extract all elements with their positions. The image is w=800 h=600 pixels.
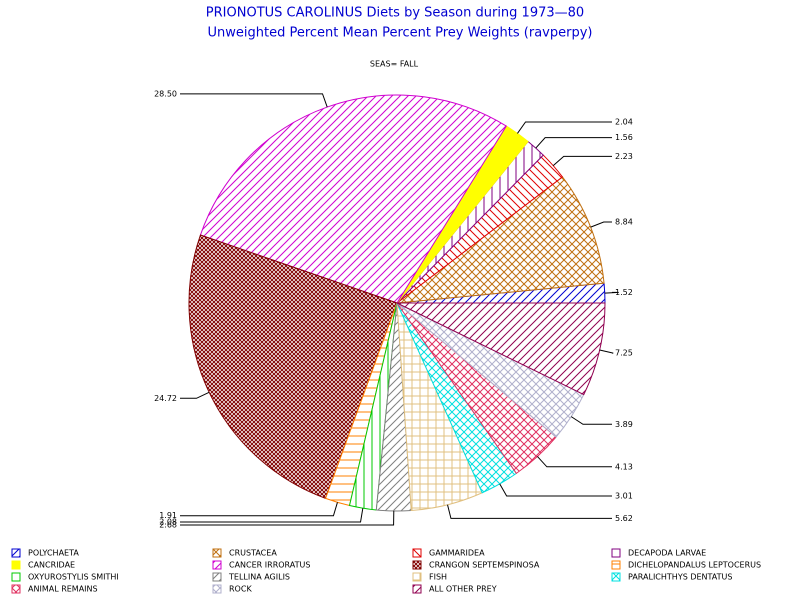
leader-line bbox=[180, 502, 338, 517]
leader-line bbox=[604, 291, 619, 294]
data-label: 7.25 bbox=[615, 349, 633, 358]
data-label: 2.68 bbox=[159, 520, 177, 529]
data-label: 5.62 bbox=[615, 514, 633, 523]
leader-line bbox=[570, 416, 612, 425]
leader-line bbox=[537, 456, 612, 468]
legend-swatch bbox=[11, 548, 21, 558]
legend-label: ROCK bbox=[229, 585, 252, 594]
leader-line bbox=[552, 155, 612, 167]
legend-label: FISH bbox=[429, 573, 447, 582]
legend-label: ALL OTHER PREY bbox=[429, 585, 497, 594]
legend-swatch bbox=[212, 560, 222, 570]
leader-line bbox=[180, 93, 328, 108]
data-label: 3.89 bbox=[615, 420, 633, 429]
leader-line bbox=[590, 221, 612, 228]
data-label: 2.08 bbox=[159, 517, 177, 526]
legend-swatch bbox=[11, 560, 21, 570]
legend-label: OXYUROSTYLIS SMITHI bbox=[28, 573, 119, 582]
legend-label: CRUSTACEA bbox=[229, 549, 277, 558]
data-label: 1.56 bbox=[615, 133, 633, 142]
data-label: 1.91 bbox=[159, 511, 177, 520]
leader-line bbox=[499, 483, 612, 497]
legend-label: DICHELOPANDALUS LEPTOCERUS bbox=[628, 561, 761, 570]
legend-swatch bbox=[412, 548, 422, 558]
legend-swatch bbox=[11, 584, 21, 594]
group-label: SEAS= FALL bbox=[370, 60, 419, 69]
legend-swatch bbox=[611, 548, 621, 558]
legend-label: TELLINA AGILIS bbox=[228, 573, 290, 582]
data-label: 8.84 bbox=[615, 218, 633, 227]
legend-label: GAMMARIDEA bbox=[429, 549, 485, 558]
data-label: 28.50 bbox=[154, 89, 177, 98]
leader-line bbox=[599, 349, 614, 354]
data-label: 2.04 bbox=[615, 117, 633, 126]
leader-line bbox=[180, 391, 210, 399]
legend-label: POLYCHAETA bbox=[28, 549, 79, 558]
pie-slice bbox=[396, 302, 606, 396]
data-label: 3.01 bbox=[615, 492, 633, 501]
data-label: 4.13 bbox=[615, 462, 633, 471]
pie-slice bbox=[188, 234, 398, 500]
legend-label: CANCER IRRORATUS bbox=[229, 561, 310, 570]
legend-swatch bbox=[212, 548, 222, 558]
leader-line bbox=[535, 137, 612, 149]
legend-swatch bbox=[212, 572, 222, 582]
legend-label: ANIMAL REMAINS bbox=[28, 585, 98, 594]
legend-swatch bbox=[611, 560, 621, 570]
legend-swatch bbox=[412, 584, 422, 594]
leader-line bbox=[517, 121, 612, 134]
data-label: 2.23 bbox=[615, 152, 633, 161]
leader-line bbox=[447, 504, 612, 519]
pie-slice bbox=[199, 94, 508, 304]
legend-label: PARALICHTHYS DENTATUS bbox=[628, 573, 732, 582]
chart-subtitle: Unweighted Percent Mean Percent Prey Wei… bbox=[208, 26, 593, 41]
legend-swatch bbox=[412, 572, 422, 582]
legend-swatch bbox=[611, 572, 621, 582]
legend-swatch bbox=[212, 584, 222, 594]
leader-line bbox=[180, 508, 364, 523]
legend-label: DECAPODA LARVAE bbox=[628, 549, 706, 558]
legend-swatch bbox=[11, 572, 21, 582]
legend-label: CANCRIDAE bbox=[28, 561, 75, 570]
data-label: 1.52 bbox=[615, 288, 633, 297]
legend-swatch bbox=[412, 560, 422, 570]
chart-title: PRIONOTUS CAROLINUS Diets by Season duri… bbox=[206, 6, 584, 21]
leader-line bbox=[180, 510, 395, 526]
data-label: 24.72 bbox=[154, 394, 177, 403]
legend-label: CRANGON SEPTEMSPINOSA bbox=[429, 561, 540, 570]
